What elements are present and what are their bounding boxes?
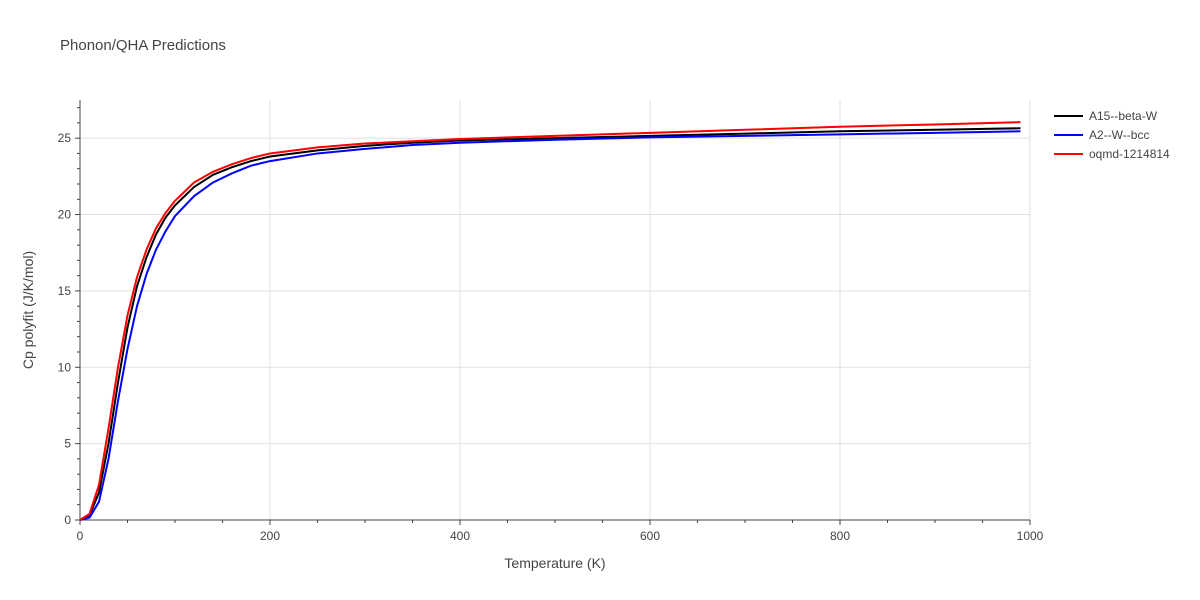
x-tick-label: 200	[260, 529, 280, 543]
grid	[80, 100, 1031, 520]
y-tick-label: 0	[64, 513, 71, 527]
x-tick-label: 800	[830, 529, 850, 543]
y-tick-label: 10	[58, 360, 72, 374]
series-line-0	[79, 127, 1021, 521]
legend-item-label: A2--W--bcc	[1089, 128, 1149, 142]
chart-title: Phonon/QHA Predictions	[60, 37, 226, 54]
y-tick-label: 5	[64, 437, 71, 451]
x-axis-ticks: 0 200 400 600 800 1000	[77, 520, 1044, 543]
legend-item-label: A15--beta-W	[1089, 109, 1158, 123]
y-axis-ticks: 0 5 10 15 20 25	[58, 107, 80, 527]
plot-area	[79, 121, 1021, 521]
y-tick-label: 15	[58, 284, 72, 298]
legend: A15--beta-W A2--W--bcc oqmd-1214814	[1054, 109, 1170, 161]
series-line-2	[79, 121, 1021, 521]
x-tick-label: 0	[77, 529, 84, 543]
x-tick-label: 400	[450, 529, 470, 543]
y-tick-label: 25	[58, 131, 72, 145]
x-tick-label: 1000	[1017, 529, 1044, 543]
x-tick-label: 600	[640, 529, 660, 543]
y-axis-title: Cp polyfit (J/K/mol)	[20, 251, 36, 369]
axes	[79, 100, 1030, 521]
y-tick-label: 20	[58, 208, 72, 222]
legend-item-label: oqmd-1214814	[1089, 147, 1170, 161]
series-line-1	[79, 130, 1021, 521]
x-axis-title: Temperature (K)	[504, 555, 605, 571]
